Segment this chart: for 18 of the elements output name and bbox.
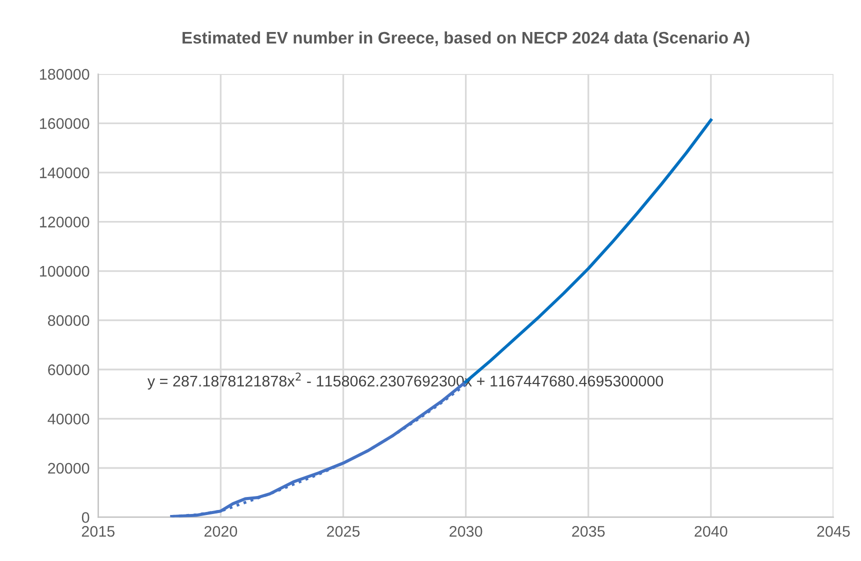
y-tick-label: 80000	[48, 315, 90, 326]
y-tick-label: 140000	[40, 167, 90, 178]
y-tick-label: 160000	[40, 118, 90, 129]
y-tick-label: 40000	[48, 414, 90, 424]
y-tick-label: 100000	[40, 266, 90, 277]
x-tick-label: 2035	[572, 526, 605, 537]
x-tick-label: 2045	[817, 526, 850, 537]
x-tick-label: 2020	[204, 526, 238, 537]
y-tick-label: 60000	[48, 364, 90, 376]
x-tick-label: 2030	[450, 526, 482, 537]
x-tick-label: 2015	[82, 526, 115, 537]
x-tick-label: 2025	[327, 526, 360, 537]
x-tick-label: 2040	[694, 526, 728, 537]
y-tick-label: 180000	[40, 68, 90, 80]
y-tick-label: 0	[82, 512, 90, 523]
chart-title: Estimated EV number in Greece, based on NECP 2024 data (Scenario A)	[182, 31, 750, 47]
y-tick-label: 20000	[48, 462, 90, 474]
y-tick-label: 120000	[40, 216, 90, 228]
